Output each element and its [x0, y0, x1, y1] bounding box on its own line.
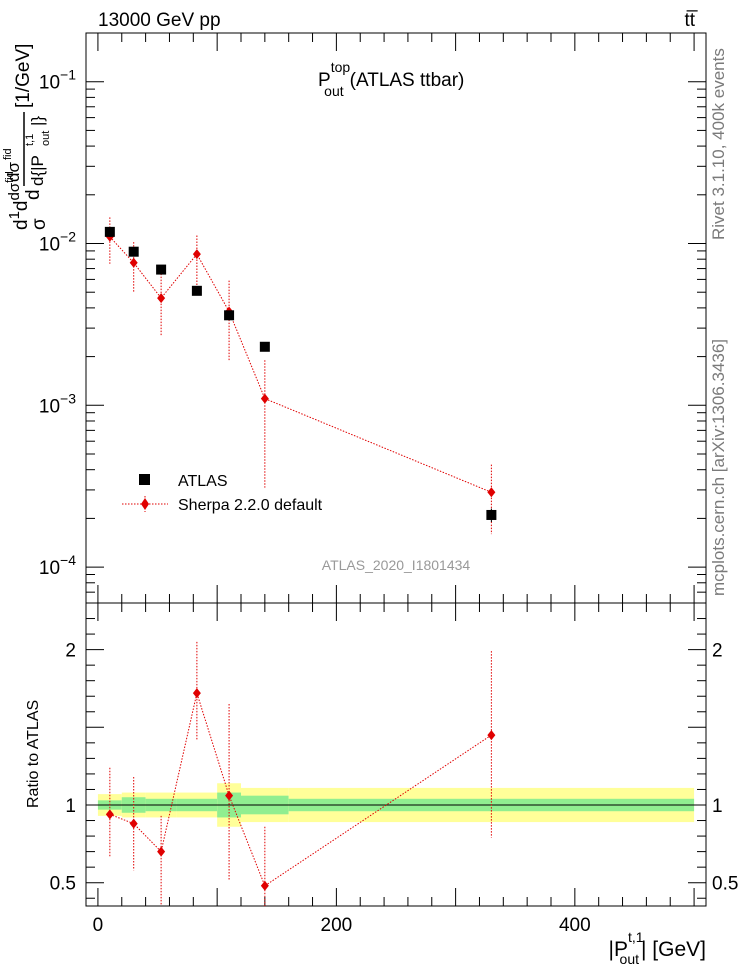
legend-marker-atlas — [139, 474, 150, 485]
legend-marker-mc — [141, 498, 149, 510]
ratio-y-tick-label-right: 1 — [712, 796, 723, 817]
plot-title-sub: out — [324, 83, 344, 99]
mc-point — [129, 257, 138, 268]
ratio-mc-point — [157, 846, 166, 857]
mc-point — [487, 487, 496, 498]
main-y-tick-label: 10−2 — [39, 229, 76, 256]
main-plot: 10−1 10−2 10−3 10−4 — [39, 32, 707, 604]
main-frame — [85, 32, 707, 604]
svg-text:d{|P: d{|P — [28, 155, 47, 186]
ratio-y-tick-label-right: 0.5 — [712, 874, 738, 895]
ratio-mc-point — [487, 730, 496, 741]
ratio-mc-point — [192, 688, 201, 699]
svg-text:d: d — [23, 189, 44, 200]
ratio-y-tick-label: 0.5 — [50, 874, 76, 895]
svg-text:σ: σ — [29, 218, 50, 230]
x-axis-label-sub: out — [620, 951, 640, 967]
x-axis-label-sup: t,1 — [628, 929, 644, 945]
legend-label-atlas: ATLAS — [178, 473, 228, 490]
legend: ATLAS Sherpa 2.2.0 default — [122, 473, 323, 514]
plot-title-main: P — [318, 70, 331, 91]
svg-text:|}: |} — [28, 116, 47, 126]
mc-point — [157, 293, 166, 304]
x-tick-label: 0 — [93, 915, 104, 936]
ratio-mc-point — [225, 790, 234, 801]
rivet-label: Rivet 3.1.10, 400k events — [709, 48, 728, 240]
svg-text:t,1: t,1 — [24, 134, 36, 146]
data-point — [224, 310, 235, 321]
ratio-ylabel: Ratio to ATLAS — [25, 700, 42, 808]
mc-point — [192, 249, 201, 260]
energy-label: 13000 GeV pp — [98, 10, 221, 31]
ratio-mc-point — [105, 809, 114, 820]
ratio-y-tick-label: 2 — [65, 641, 76, 662]
main-ylabel: d1ddσfid σ d dσ fid d{|P t,1 out |} [1/G… — [2, 44, 52, 230]
svg-text:out: out — [40, 131, 52, 146]
plot-title-sup: top — [331, 59, 351, 75]
plot-title-tail: (ATLAS ttbar) — [350, 70, 465, 91]
legend-label-mc: Sherpa 2.2.0 default — [178, 497, 323, 514]
ratio-mc-point — [129, 818, 138, 829]
mcplots-label: mcplots.cern.ch [arXiv:1306.3436] — [709, 339, 728, 596]
x-tick-label: 400 — [559, 915, 591, 936]
data-point — [128, 246, 139, 257]
process-label: tt̅ — [684, 10, 698, 31]
data-point — [191, 285, 202, 296]
x-axis-label: |Pt,1 out| [GeV] — [609, 929, 707, 967]
main-y-tick-label: 10−1 — [39, 67, 76, 94]
x-tick-label: 200 — [321, 915, 353, 936]
main-ylabel-unit: [1/GeV] — [13, 44, 34, 108]
data-point — [259, 341, 270, 352]
ratio-plot: 0 200 400 0.5 0.5 1 1 2 2 — [50, 602, 738, 936]
svg-text:dσ: dσ — [4, 162, 23, 182]
mc-line — [109, 236, 492, 493]
ratio-frame — [85, 602, 707, 907]
mc-point — [260, 393, 269, 404]
data-point — [156, 264, 167, 275]
svg-text:fid: fid — [2, 148, 14, 160]
data-point — [104, 226, 115, 237]
x-axis-label-tail: | [GeV] — [641, 938, 706, 961]
analysis-watermark: ATLAS_2020_I1801434 — [322, 557, 471, 573]
ratio-mc-point — [260, 880, 269, 891]
main-y-tick-label: 10−4 — [39, 552, 76, 579]
data-point — [486, 509, 497, 520]
main-y-tick-label: 10−3 — [39, 390, 76, 417]
svg-text:d1ddσfid: d1ddσfid — [4, 171, 32, 230]
x-axis-label-main: |P — [609, 938, 628, 961]
ratio-y-tick-label: 1 — [65, 796, 76, 817]
ratio-y-tick-label-right: 2 — [712, 641, 723, 662]
plot-title: Ptop out (ATLAS ttbar) — [318, 59, 464, 99]
